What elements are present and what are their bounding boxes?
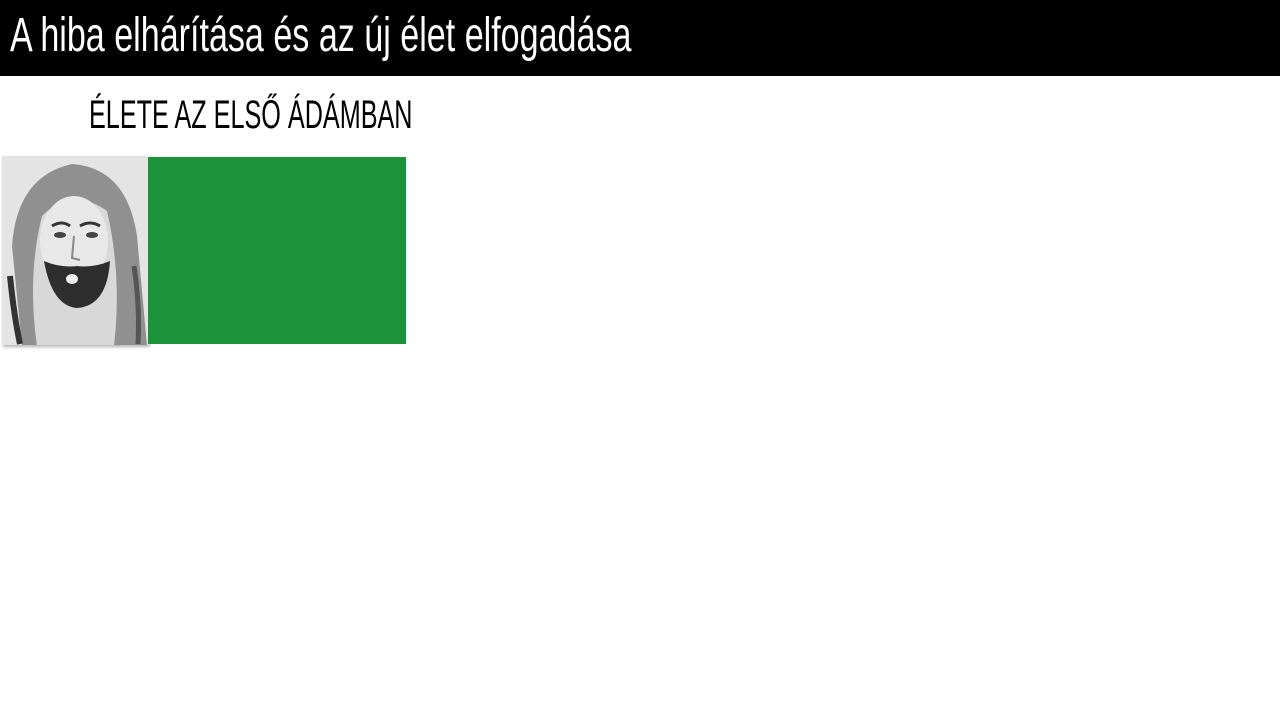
green-content-box [148, 157, 406, 344]
slide-subtitle: ÉLETE AZ ELSŐ ÁDÁMBAN [89, 93, 413, 137]
portrait-image [2, 156, 149, 345]
slide-title: A hiba elhárítása és az új élet elfogadá… [10, 9, 632, 62]
title-bar: A hiba elhárítása és az új élet elfogadá… [0, 0, 1280, 76]
